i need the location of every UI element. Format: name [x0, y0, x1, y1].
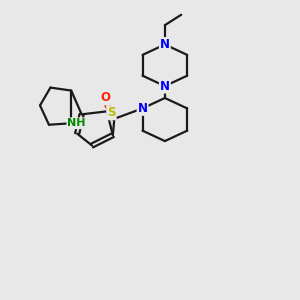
Text: N: N	[160, 38, 170, 51]
Text: O: O	[100, 92, 110, 104]
Text: N: N	[138, 102, 148, 115]
Text: NH: NH	[67, 118, 86, 128]
Text: S: S	[107, 106, 116, 119]
Text: N: N	[160, 80, 170, 93]
